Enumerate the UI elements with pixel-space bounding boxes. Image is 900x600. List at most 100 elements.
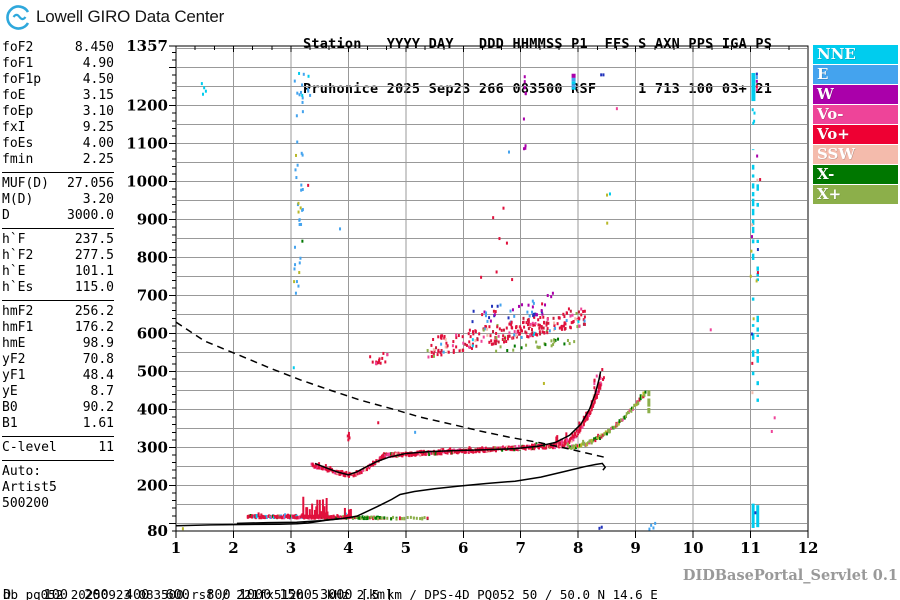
header-column-titles: Station YYYY DAY DDD HHMMSS P1 FFS S AXN… <box>303 36 773 52</box>
svg-text:10: 10 <box>683 539 704 557</box>
trace-rfi-11-stack-pink <box>755 88 758 92</box>
trace-second-order-left-cluster <box>369 351 389 366</box>
svg-text:500: 500 <box>137 362 168 380</box>
param-value: 3000.0 <box>67 208 114 223</box>
trace-rfi-3mhz-olive <box>293 153 304 284</box>
param-row: yE 8.7 <box>2 384 114 400</box>
trace-rfi-11mhz-top-bar <box>751 72 756 102</box>
svg-text:6: 6 <box>458 539 468 557</box>
param-row: foF2 8.450 <box>2 40 114 56</box>
trace-bottom-blue-9mhz <box>648 521 657 531</box>
param-row: B0 90.2 <box>2 400 114 416</box>
param-group-divider <box>2 460 114 461</box>
trace-f-trace-cusp <box>348 453 385 478</box>
trace-f2-top-spread <box>593 368 605 390</box>
svg-text:7: 7 <box>516 539 526 557</box>
giro-logo: Lowell GIRO Data Center <box>6 4 224 30</box>
svg-text:1: 1 <box>171 539 181 557</box>
trace-rfi-11-stack-red <box>755 85 758 89</box>
legend-item-x: X- <box>813 165 898 184</box>
param-label: h`F <box>2 232 26 247</box>
param-label: foEp <box>2 104 34 119</box>
param-value: 48.4 <box>82 368 114 383</box>
svg-text:9: 9 <box>630 539 640 557</box>
param-value: 101.1 <box>74 264 114 279</box>
param-row: h`F2 277.5 <box>2 248 114 264</box>
svg-text:1200: 1200 <box>126 97 168 115</box>
curve-fitted-f-trace <box>314 371 602 476</box>
trace-stray-red <box>307 183 380 425</box>
param-row: h`F 237.5 <box>2 232 114 248</box>
param-label: foE <box>2 88 26 103</box>
param-row: M(D) 3.20 <box>2 192 114 208</box>
plot-grid <box>177 46 807 531</box>
svg-text:1357: 1357 <box>126 37 168 55</box>
param-value: 3.15 <box>82 88 114 103</box>
svg-text:200: 200 <box>137 476 168 494</box>
param-row: C-level 11 <box>2 440 114 456</box>
echo-scatter-points <box>181 71 776 531</box>
param-label: h`E <box>2 264 26 279</box>
svg-text:1000: 1000 <box>126 173 168 191</box>
param-row: foF1 4.90 <box>2 56 114 72</box>
logo-text: Lowell GIRO Data Center <box>36 7 225 26</box>
param-row: foE 3.15 <box>2 88 114 104</box>
param-label: foF2 <box>2 40 34 55</box>
svg-text:8: 8 <box>573 539 583 557</box>
svg-text:900: 900 <box>137 211 168 229</box>
legend-item-e: E <box>813 65 898 84</box>
trace-topleft-cyan <box>200 82 207 96</box>
param-value: 1.61 <box>82 416 114 431</box>
autoscaling-info-line: 500200 <box>2 496 49 511</box>
trace-rfi-7mhz-purple <box>523 75 526 90</box>
param-row: h`E 101.1 <box>2 264 114 280</box>
trace-rfi-11mhz-mixed <box>749 154 762 395</box>
param-label: B0 <box>2 400 18 415</box>
param-label: D <box>2 208 10 223</box>
param-value: 256.2 <box>74 304 114 319</box>
trace-purple-specks-mid <box>546 291 554 299</box>
param-row: D 3000.0 <box>2 208 114 224</box>
param-value: 176.2 <box>74 320 114 335</box>
muf-table: D 100 200 400 600 800 1000 1500 3000 [km… <box>3 559 401 600</box>
servlet-version-label: DIDBasePortal_Servlet 0.1 <box>682 567 898 584</box>
param-label: foEs <box>2 136 34 151</box>
param-row: fmin 2.25 <box>2 152 114 168</box>
param-label: C-level <box>2 440 57 455</box>
trace-rfi-11mhz-col-b <box>756 184 759 402</box>
param-group-divider <box>2 172 114 173</box>
param-value: 277.5 <box>74 248 114 263</box>
param-value: 8.450 <box>74 40 114 55</box>
trace-rfi-3mhz-top <box>293 71 312 97</box>
param-label: h`Es <box>2 280 34 295</box>
legend-item-vo: Vo- <box>813 105 898 124</box>
param-row: B1 1.61 <box>2 416 114 432</box>
svg-text:600: 600 <box>137 325 168 343</box>
param-value: 9.25 <box>82 120 114 135</box>
param-label: hmE <box>2 336 26 351</box>
param-label: hmF2 <box>2 304 34 319</box>
legend-item-vo: Vo+ <box>813 125 898 144</box>
echo-direction-legend: NNE E W Vo- Vo+ SSW X- X+ <box>813 45 898 205</box>
plot-axes <box>169 45 809 538</box>
svg-text:4: 4 <box>343 539 353 557</box>
trace-es-spread-spikes <box>301 496 329 519</box>
svg-text:800: 800 <box>137 249 168 267</box>
param-group-divider <box>2 228 114 229</box>
param-row: yF2 70.8 <box>2 352 114 368</box>
curve-fitted-e-trace <box>236 518 340 525</box>
param-value: 3.20 <box>82 192 114 207</box>
trace-rfi-11mhz-bottom-bars <box>751 503 760 528</box>
param-label: B1 <box>2 416 18 431</box>
param-group-divider <box>2 436 114 437</box>
svg-text:80: 80 <box>147 522 168 540</box>
param-group-divider <box>2 300 114 301</box>
param-panel: foF2 8.450 foF1 4.90 foF1p 4.50 foE 3.15 foEp 3.1… <box>2 40 114 512</box>
trace-red-blob-4mhz <box>346 431 351 442</box>
autoscaling-info-line: Artist5 <box>2 480 57 495</box>
trace-es-x-tail-sparse <box>378 515 429 521</box>
trace-noise <box>292 107 712 434</box>
svg-text:1100: 1100 <box>126 135 168 153</box>
svg-text:3: 3 <box>286 539 296 557</box>
param-value: 70.8 <box>82 352 114 367</box>
